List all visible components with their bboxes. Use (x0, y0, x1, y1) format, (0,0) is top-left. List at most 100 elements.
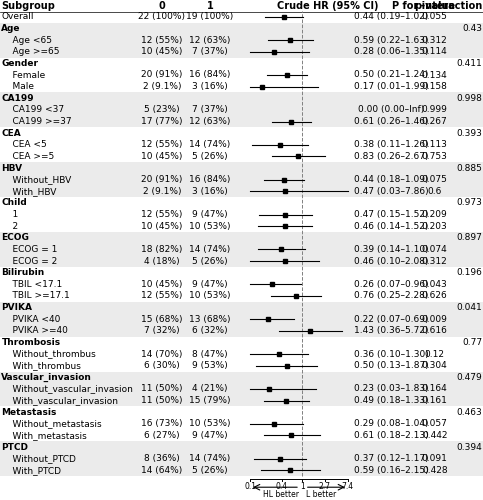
Text: 0.304: 0.304 (422, 361, 448, 370)
Bar (0, 34, 483, 46)
Text: 12 (55%): 12 (55%) (141, 210, 183, 219)
Text: 12 (55%): 12 (55%) (141, 292, 183, 300)
Text: Female: Female (1, 70, 46, 80)
Text: Without_PTCD: Without_PTCD (1, 454, 76, 463)
Text: Vascular_invasion: Vascular_invasion (1, 373, 92, 382)
Text: 0.50 (0.21–1.24): 0.50 (0.21–1.24) (354, 70, 428, 80)
Text: 5 (26%): 5 (26%) (192, 256, 228, 266)
Text: 0.114: 0.114 (422, 47, 448, 56)
Text: 14 (74%): 14 (74%) (189, 245, 231, 254)
Text: CEA >=5: CEA >=5 (1, 152, 55, 161)
Text: 14 (70%): 14 (70%) (141, 350, 183, 358)
Text: 12 (55%): 12 (55%) (141, 140, 183, 149)
Text: 14 (74%): 14 (74%) (189, 140, 231, 149)
Text: 0.29 (0.08–1.04): 0.29 (0.08–1.04) (354, 420, 428, 428)
Text: With_HBV: With_HBV (1, 187, 57, 196)
Text: 0.267: 0.267 (422, 117, 448, 126)
Text: 2.7: 2.7 (319, 482, 331, 492)
Text: 9 (47%): 9 (47%) (192, 280, 228, 289)
Bar (0, 244, 483, 255)
Text: 0.36 (0.10–1.30): 0.36 (0.10–1.30) (354, 350, 428, 358)
Text: 17 (77%): 17 (77%) (141, 117, 183, 126)
Text: 13 (68%): 13 (68%) (189, 314, 231, 324)
Bar (0, 442, 483, 453)
Text: 0.041: 0.041 (456, 303, 482, 312)
Text: 10 (45%): 10 (45%) (141, 280, 183, 289)
Bar (0, 325, 483, 336)
Text: 0.12: 0.12 (425, 350, 445, 358)
Text: Without_thrombus: Without_thrombus (1, 350, 96, 358)
Text: 20 (91%): 20 (91%) (141, 175, 183, 184)
Text: 8 (36%): 8 (36%) (144, 454, 180, 463)
Text: 0.312: 0.312 (422, 256, 448, 266)
Text: Thrombosis: Thrombosis (1, 338, 60, 347)
Text: L better: L better (306, 490, 337, 499)
Text: Age <65: Age <65 (1, 36, 53, 44)
Text: 4 (18%): 4 (18%) (144, 256, 180, 266)
Text: 18 (82%): 18 (82%) (141, 245, 183, 254)
Text: 0.428: 0.428 (422, 466, 448, 475)
Text: 1: 1 (1, 210, 19, 219)
Text: PVIKA >=40: PVIKA >=40 (1, 326, 68, 336)
Text: Without_HBV: Without_HBV (1, 175, 71, 184)
Text: 5 (23%): 5 (23%) (144, 106, 180, 114)
Text: HL better: HL better (263, 490, 298, 499)
Text: Metastasis: Metastasis (1, 408, 57, 416)
Text: 9 (47%): 9 (47%) (192, 210, 228, 219)
Text: 0.46 (0.10–2.08): 0.46 (0.10–2.08) (354, 256, 428, 266)
Bar (0, 46, 483, 58)
Text: 0: 0 (158, 2, 165, 12)
Text: Overall: Overall (1, 12, 34, 22)
Text: CA199 >=37: CA199 >=37 (1, 117, 72, 126)
Text: 0.00 (0.00–Inf): 0.00 (0.00–Inf) (358, 106, 425, 114)
Text: 0.164: 0.164 (422, 384, 448, 394)
Text: 20 (91%): 20 (91%) (141, 70, 183, 80)
Bar (0, 22, 483, 34)
Text: p-value: p-value (414, 2, 455, 12)
Text: With_PTCD: With_PTCD (1, 466, 61, 475)
Text: 0.46 (0.14–1.52): 0.46 (0.14–1.52) (354, 222, 428, 230)
Text: PVIKA <40: PVIKA <40 (1, 314, 61, 324)
Text: ECOG: ECOG (1, 234, 29, 242)
Text: 0.009: 0.009 (422, 314, 448, 324)
Text: 0.203: 0.203 (422, 222, 448, 230)
Text: 0.134: 0.134 (422, 70, 448, 80)
Text: 12 (55%): 12 (55%) (141, 36, 183, 44)
Text: 0.76 (0.25–2.28): 0.76 (0.25–2.28) (354, 292, 428, 300)
Text: 0.49 (0.18–1.33): 0.49 (0.18–1.33) (354, 396, 428, 405)
Text: 0.28 (0.06–1.35): 0.28 (0.06–1.35) (354, 47, 428, 56)
Text: 7 (32%): 7 (32%) (144, 326, 180, 336)
Text: 0.091: 0.091 (422, 454, 448, 463)
Text: 0.59 (0.22–1.63): 0.59 (0.22–1.63) (354, 36, 428, 44)
Text: 0.393: 0.393 (456, 128, 482, 138)
Text: Age: Age (1, 24, 21, 33)
Bar (0, 372, 483, 383)
Text: 0.4: 0.4 (276, 482, 288, 492)
Text: 0.074: 0.074 (422, 245, 448, 254)
Text: 6 (27%): 6 (27%) (144, 431, 180, 440)
Bar (0, 186, 483, 197)
Text: 0.043: 0.043 (422, 280, 448, 289)
Text: 16 (84%): 16 (84%) (189, 175, 231, 184)
Bar (0, 104, 483, 116)
Bar (0, 314, 483, 325)
Text: 0.394: 0.394 (456, 442, 482, 452)
Text: 0.113: 0.113 (422, 140, 448, 149)
Text: 0.26 (0.07–0.96): 0.26 (0.07–0.96) (354, 280, 428, 289)
Text: 16 (73%): 16 (73%) (141, 420, 183, 428)
Text: 0.17 (0.01–1.99): 0.17 (0.01–1.99) (354, 82, 428, 91)
Text: 6 (32%): 6 (32%) (192, 326, 228, 336)
Text: HBV: HBV (1, 164, 23, 172)
Text: 1: 1 (207, 2, 213, 12)
Text: 3 (16%): 3 (16%) (192, 82, 228, 91)
Text: TBIL <17.1: TBIL <17.1 (1, 280, 63, 289)
Text: 11 (50%): 11 (50%) (141, 384, 183, 394)
Text: 10 (45%): 10 (45%) (141, 152, 183, 161)
Text: 1.43 (0.36–5.72): 1.43 (0.36–5.72) (354, 326, 428, 336)
Text: 0.1: 0.1 (244, 482, 256, 492)
Bar (0, 383, 483, 395)
Text: 0.897: 0.897 (456, 234, 482, 242)
Text: 0.43: 0.43 (462, 24, 482, 33)
Text: Subgroup: Subgroup (1, 2, 56, 12)
Text: ECOG = 2: ECOG = 2 (1, 256, 57, 266)
